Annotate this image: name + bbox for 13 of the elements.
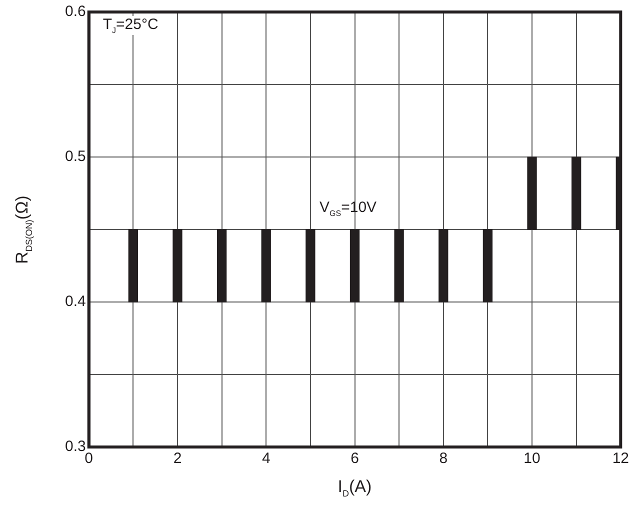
x-tick-label: 2 — [173, 450, 182, 468]
x-axis-title: I$_{D}$(A) — [338, 477, 372, 498]
x-tick-label: 0 — [84, 450, 94, 468]
x-tick-label: 10 — [524, 450, 540, 468]
x-tick-label: 6 — [350, 450, 359, 468]
y-tick-label: 0.4 — [64, 293, 86, 310]
x-tick-label: 12 — [612, 450, 629, 468]
y-tick-label: 0.6 — [64, 3, 86, 20]
y-tick-label: 0.3 — [64, 438, 86, 456]
x-tick-label: 4 — [262, 450, 270, 468]
x-tick-label: 8 — [439, 450, 448, 468]
y-tick-label: 0.5 — [64, 148, 86, 166]
annotation: T$_{J}$=25°C — [100, 16, 160, 35]
